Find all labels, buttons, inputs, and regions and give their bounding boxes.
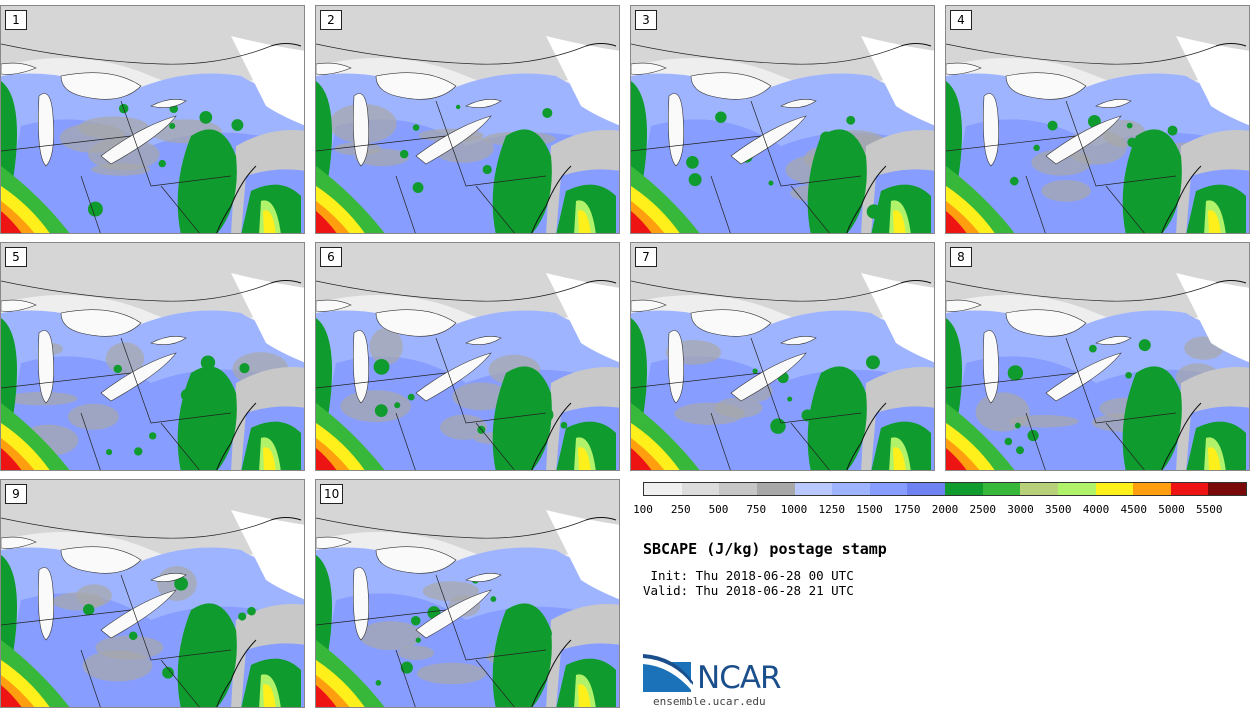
color-bar-swatch	[1208, 483, 1246, 495]
member-number: 8	[950, 247, 972, 267]
member-panel: 1	[0, 5, 305, 234]
logo-url: ensemble.ucar.edu	[653, 695, 766, 708]
color-bar-label: 750	[746, 503, 767, 516]
color-bar-label: 100	[633, 503, 653, 516]
member-number: 2	[320, 10, 342, 30]
color-bar-label: 250	[670, 503, 691, 516]
ncar-logo-icon	[643, 654, 693, 692]
member-panel: 2	[315, 5, 620, 234]
color-bar-label: 1250	[818, 503, 846, 516]
color-bar-label: 3000	[1007, 503, 1034, 516]
color-bar-swatch	[794, 483, 833, 495]
cape-map	[316, 480, 619, 707]
color-bar-label: 2000	[931, 503, 959, 516]
color-bar-swatch	[1095, 483, 1134, 495]
color-bar-swatch	[982, 483, 1021, 495]
member-number: 7	[635, 247, 657, 267]
color-bar-label: 1750	[894, 503, 921, 516]
color-bar-swatch	[1133, 483, 1171, 495]
cape-map	[631, 243, 934, 470]
color-bar-label: 2500	[969, 503, 997, 516]
color-bar-label: 5000	[1158, 503, 1185, 516]
member-number: 9	[5, 484, 27, 504]
member-panel: 5	[0, 242, 305, 471]
cape-map	[1, 243, 304, 470]
cape-map	[316, 6, 619, 233]
color-bar-swatch	[869, 483, 908, 495]
member-panel: 6	[315, 242, 620, 471]
member-number: 6	[320, 247, 342, 267]
color-bar-swatch	[945, 483, 983, 495]
color-bar-swatch	[644, 483, 682, 495]
cape-map	[1, 480, 304, 707]
cape-map	[1, 6, 304, 233]
color-bar-label: 5500	[1196, 503, 1223, 516]
ncar-logo-text: NCAR	[697, 660, 782, 696]
member-panel: 7	[630, 242, 935, 471]
cape-map	[631, 6, 934, 233]
member-panel: 4	[945, 5, 1250, 234]
cape-map	[946, 243, 1249, 470]
member-number: 5	[5, 247, 27, 267]
color-bar-swatch	[1170, 483, 1209, 495]
color-bar-label: 1000	[780, 503, 808, 516]
member-number: 10	[320, 484, 344, 504]
color-bar-swatch	[907, 483, 945, 495]
color-bar-label: 1500	[856, 503, 883, 516]
color-bar-label: 500	[708, 503, 729, 516]
color-bar-swatch	[832, 483, 870, 495]
color-bar-swatch	[756, 483, 795, 495]
member-panel: 9	[0, 479, 305, 708]
color-bar-swatch	[719, 483, 757, 495]
member-number: 3	[635, 10, 657, 30]
color-bar-ticks: 100 250 500 750 1000 1250 1500 1750 2000 2500 3000…	[633, 503, 1247, 517]
color-bar-swatch	[681, 483, 720, 495]
color-bar-swatch	[1020, 483, 1058, 495]
color-bar-label: 4500	[1120, 503, 1148, 516]
member-panel: 8	[945, 242, 1250, 471]
cape-map	[946, 6, 1249, 233]
color-bar-label: 3500	[1045, 503, 1072, 516]
member-panel: 3	[630, 5, 935, 234]
color-bar	[643, 482, 1247, 496]
init-time: Init: Thu 2018-06-28 00 UTC	[643, 568, 854, 583]
color-bar-label: 4000	[1082, 503, 1110, 516]
member-number: 4	[950, 10, 972, 30]
map-title: SBCAPE (J/kg) postage stamp	[643, 540, 887, 558]
cape-map	[316, 243, 619, 470]
valid-time: Valid: Thu 2018-06-28 21 UTC	[643, 583, 854, 598]
member-panel: 10	[315, 479, 620, 708]
member-number: 1	[5, 10, 27, 30]
color-bar-swatch	[1057, 483, 1096, 495]
